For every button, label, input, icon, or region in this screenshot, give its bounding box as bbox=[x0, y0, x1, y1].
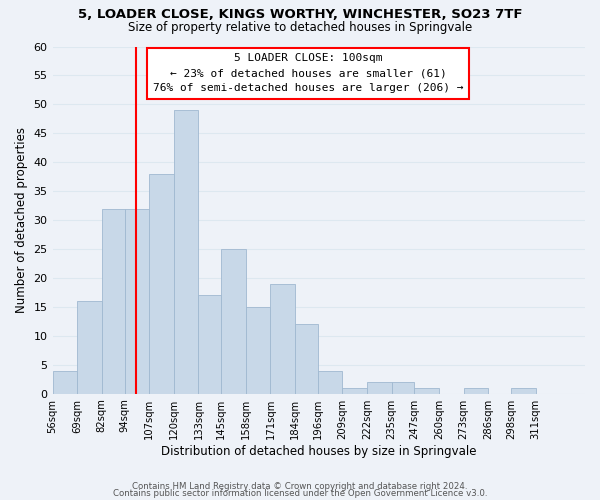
Bar bbox=[53, 370, 77, 394]
Bar bbox=[174, 110, 199, 394]
Bar bbox=[125, 208, 149, 394]
Bar bbox=[318, 370, 343, 394]
Bar bbox=[464, 388, 488, 394]
Bar bbox=[149, 174, 174, 394]
Y-axis label: Number of detached properties: Number of detached properties bbox=[15, 127, 28, 313]
Bar bbox=[295, 324, 318, 394]
X-axis label: Distribution of detached houses by size in Springvale: Distribution of detached houses by size … bbox=[161, 444, 476, 458]
Bar bbox=[102, 208, 125, 394]
Bar bbox=[246, 307, 271, 394]
Bar bbox=[343, 388, 367, 394]
Bar bbox=[392, 382, 415, 394]
Bar bbox=[511, 388, 536, 394]
Bar bbox=[221, 249, 246, 394]
Bar bbox=[199, 296, 221, 394]
Text: 5, LOADER CLOSE, KINGS WORTHY, WINCHESTER, SO23 7TF: 5, LOADER CLOSE, KINGS WORTHY, WINCHESTE… bbox=[78, 8, 522, 20]
Text: Contains HM Land Registry data © Crown copyright and database right 2024.: Contains HM Land Registry data © Crown c… bbox=[132, 482, 468, 491]
Text: 5 LOADER CLOSE: 100sqm
← 23% of detached houses are smaller (61)
76% of semi-det: 5 LOADER CLOSE: 100sqm ← 23% of detached… bbox=[153, 54, 463, 93]
Text: Size of property relative to detached houses in Springvale: Size of property relative to detached ho… bbox=[128, 21, 472, 34]
Text: Contains public sector information licensed under the Open Government Licence v3: Contains public sector information licen… bbox=[113, 489, 487, 498]
Bar bbox=[77, 301, 102, 394]
Bar bbox=[271, 284, 295, 394]
Bar bbox=[415, 388, 439, 394]
Bar bbox=[367, 382, 392, 394]
